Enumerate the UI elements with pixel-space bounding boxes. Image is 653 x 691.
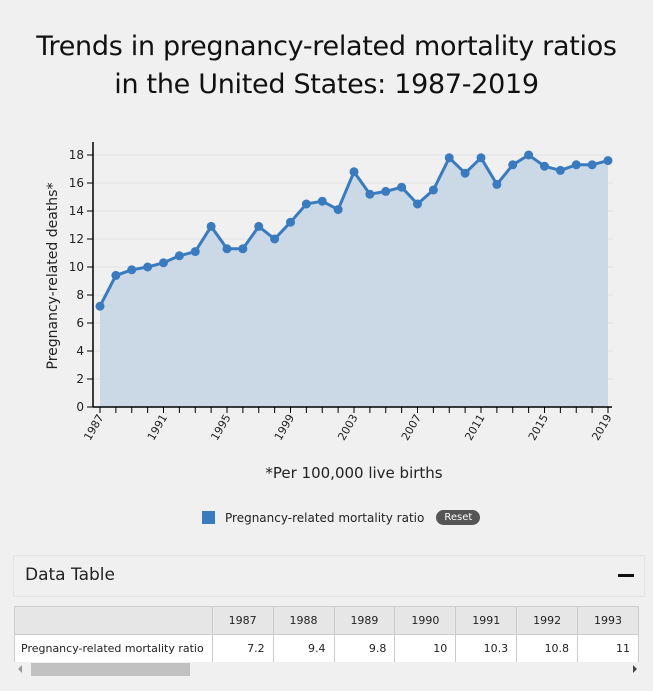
y-tick-label: 14: [69, 204, 84, 218]
footnote: *Per 100,000 live births: [265, 464, 443, 482]
series-area: [100, 155, 608, 407]
data-point: [571, 160, 581, 170]
y-tick-label: 4: [76, 344, 84, 358]
data-point: [349, 167, 359, 177]
reset-button[interactable]: Reset: [436, 510, 481, 525]
scroll-right-arrow-icon[interactable]: [633, 665, 637, 673]
y-tick-label: 8: [76, 288, 84, 302]
table-cell-value: 10.3: [455, 634, 518, 662]
data-point: [159, 258, 168, 268]
data-point: [286, 217, 295, 227]
table-header-year: 1988: [272, 606, 335, 635]
data-point: [365, 189, 375, 199]
scroll-thumb[interactable]: [31, 663, 190, 676]
x-tick-label: 1999: [272, 412, 297, 443]
y-tick-label: 0: [76, 400, 84, 414]
data-point: [492, 179, 502, 189]
table-cell-value: 9.8: [333, 634, 396, 662]
data-point: [428, 185, 438, 195]
x-tick-label: 2015: [526, 412, 551, 443]
y-axis-label: Pregnancy-related deaths*: [45, 183, 61, 370]
x-tick-label: 2007: [399, 412, 424, 443]
data-point: [190, 247, 200, 257]
table-row: Pregnancy-related mortality ratio 7.2 9.4…: [14, 634, 639, 662]
data-point: [143, 262, 153, 272]
data-point: [333, 205, 343, 215]
table-header-blank: [14, 606, 213, 635]
data-point: [555, 165, 565, 175]
data-point: [381, 186, 391, 196]
data-point: [460, 168, 470, 178]
line-chart: 0 2 4 6 8 10 12 14 16 18 1987 1991 1995 1999 2003 2007 2…: [45, 142, 615, 443]
data-point: [540, 161, 549, 171]
data-point: [270, 234, 280, 244]
x-tick-label: 2003: [335, 412, 360, 443]
legend-swatch[interactable]: [202, 511, 215, 524]
table-cell-value: 10.8: [516, 634, 579, 662]
data-point: [254, 221, 264, 231]
data-point: [238, 244, 248, 254]
table-cell-value: 7.2: [211, 634, 274, 662]
x-tick-label: 2019: [589, 412, 614, 443]
data-points: [95, 150, 613, 311]
table-header-year: 1993: [577, 606, 639, 635]
y-tick-label: 18: [69, 148, 84, 162]
data-table-panel: Data Table: [13, 555, 645, 597]
y-tick-label: 16: [69, 176, 84, 190]
data-point: [174, 251, 184, 261]
data-point: [413, 199, 422, 209]
table-cell-value: 9.4: [272, 634, 335, 662]
chart-title-line-2: in the United States: 1987-2019: [114, 69, 539, 100]
data-point: [95, 301, 105, 311]
data-point: [444, 153, 454, 163]
legend: Pregnancy-related mortality ratio Reset: [202, 510, 481, 525]
data-point: [603, 156, 613, 166]
data-point: [508, 160, 518, 170]
data-point: [524, 150, 534, 160]
x-tick-label: 1995: [208, 412, 233, 443]
y-tick-label: 6: [76, 316, 84, 330]
data-point: [206, 221, 216, 231]
collapse-toggle-icon[interactable]: [618, 574, 634, 577]
table-row-label: Pregnancy-related mortality ratio: [14, 634, 213, 662]
data-table: 1987 1988 1989 1990 1991 1992 1993 Pregnancy-r…: [14, 606, 639, 662]
data-point: [111, 270, 121, 280]
data-point: [587, 160, 597, 170]
x-tick-label: 1987: [81, 412, 106, 443]
data-point: [222, 244, 232, 254]
table-header-year: 1987: [211, 606, 274, 635]
data-point: [397, 182, 407, 192]
x-tick-label: 1991: [145, 412, 170, 443]
table-header-row: 1987 1988 1989 1990 1991 1992 1993: [14, 606, 639, 635]
table-header-year: 1989: [333, 606, 396, 635]
data-point: [317, 196, 327, 206]
y-tick-label: 12: [69, 232, 84, 246]
chart-title: Trends in pregnancy-related mortality ra…: [0, 28, 653, 104]
legend-label[interactable]: Pregnancy-related mortality ratio: [225, 510, 425, 525]
scroll-left-arrow-icon[interactable]: [18, 665, 22, 673]
chart-title-line-1: Trends in pregnancy-related mortality ra…: [36, 31, 617, 62]
y-tick-label: 2: [76, 372, 84, 386]
data-point: [476, 153, 486, 163]
table-cell-value: 10: [394, 634, 457, 662]
table-header-year: 1990: [394, 606, 457, 635]
data-point: [127, 265, 137, 275]
table-header-year: 1991: [455, 606, 518, 635]
table-cell-value: 11: [577, 634, 639, 662]
horizontal-scrollbar[interactable]: [14, 662, 639, 676]
table-header-year: 1992: [516, 606, 579, 635]
data-table-title: Data Table: [25, 565, 115, 585]
data-point: [301, 199, 311, 209]
y-tick-label: 10: [69, 260, 84, 274]
data-table-wrapper: 1987 1988 1989 1990 1991 1992 1993 Pregnancy-r…: [14, 606, 639, 662]
x-tick-label: 2011: [462, 412, 487, 443]
